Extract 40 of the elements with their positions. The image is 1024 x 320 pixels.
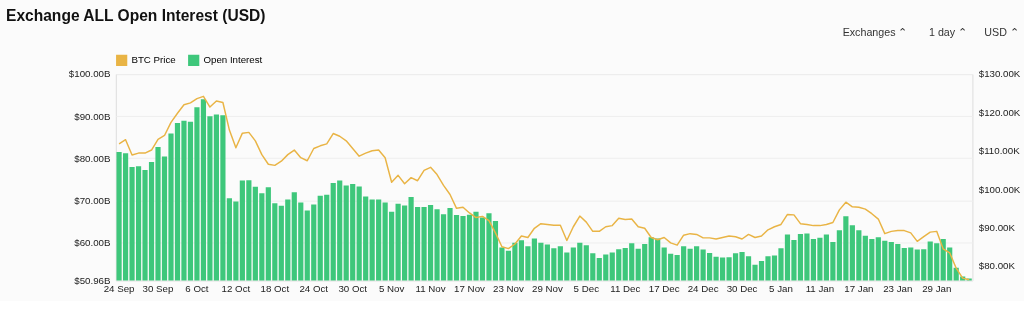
line-series xyxy=(118,95,970,281)
y-tick-label: $80.00B xyxy=(74,152,111,164)
y-tick-label: $90.00B xyxy=(74,110,111,122)
legend-label: BTC Price xyxy=(131,54,176,66)
x-tick-label: 17 Jan xyxy=(844,282,874,294)
x-tick-label: 18 Oct xyxy=(260,282,290,294)
text: 1 day ⌃ xyxy=(929,26,968,39)
x-tick-label: 12 Oct xyxy=(221,282,251,294)
chart-title: Exchange ALL Open Interest (USD) xyxy=(6,6,266,24)
x-tick-label: 11 Nov xyxy=(415,282,446,294)
y-tick-label: $50.96B xyxy=(74,274,111,286)
x-tick-label: 11 Jan xyxy=(805,282,835,294)
x-tick-label: 23 Jan xyxy=(883,282,913,294)
y2-tick-label: $120.00K xyxy=(978,106,1021,118)
y2-tick-label: $100.00K xyxy=(978,183,1021,195)
x-tick-label: 6 Oct xyxy=(185,282,209,294)
x-tick-label: 11 Dec xyxy=(610,282,641,294)
x-tick-label: 17 Dec xyxy=(648,282,680,294)
y2-tick-label: $80.00K xyxy=(978,260,1016,272)
x-tick-label: 29 Jan xyxy=(922,282,952,294)
legend-label: Open Interest xyxy=(203,54,263,66)
x-tick-label: 24 Oct xyxy=(299,282,329,294)
x-tick-label: 5 Jan xyxy=(769,282,793,294)
y-tick-label: $60.00B xyxy=(74,236,111,248)
text: Exchanges ⌃ xyxy=(842,26,908,39)
x-tick-label: 23 Nov xyxy=(493,282,524,294)
x-tick-label: 30 Dec xyxy=(726,282,758,294)
y-tick-label: $70.00B xyxy=(74,194,111,206)
x-tick-label: 30 Sep xyxy=(142,282,174,294)
x-tick-label: 24 Dec xyxy=(687,282,719,294)
x-tick-label: 17 Nov xyxy=(454,282,486,294)
x-tick-label: 29 Nov xyxy=(531,282,563,294)
text: USD ⌃ xyxy=(984,26,1019,39)
x-tick-label: 5 Dec xyxy=(573,282,600,294)
y2-tick-label: $90.00K xyxy=(978,221,1016,233)
y2-tick-label: $110.00K xyxy=(978,145,1021,157)
x-tick-label: 5 Nov xyxy=(378,282,405,294)
y-tick-label: $100.00B xyxy=(68,68,111,80)
y2-tick-label: $130.00K xyxy=(978,68,1021,80)
x-tick-label: 30 Oct xyxy=(338,282,368,294)
